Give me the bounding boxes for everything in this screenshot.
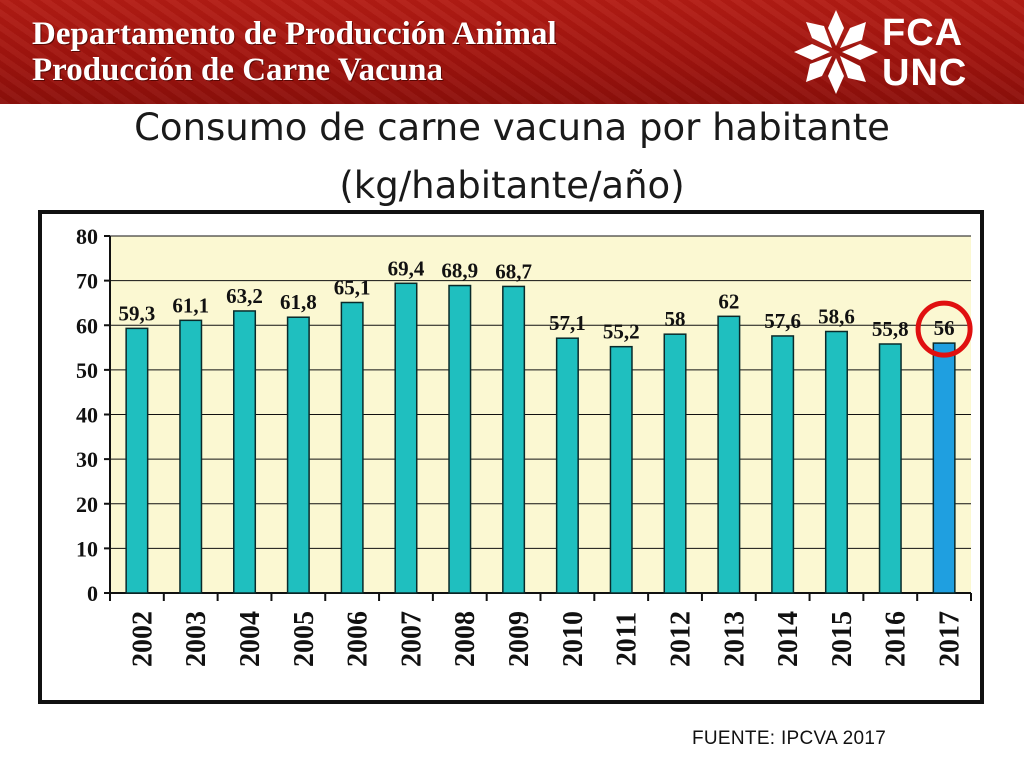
data-label-2013: 62	[718, 289, 739, 313]
bar-2006	[340, 301, 364, 594]
department-title: Departamento de Producción Animal	[32, 16, 557, 52]
bar-2013	[717, 315, 741, 594]
bar-2011	[609, 345, 633, 594]
bar-2004	[233, 310, 257, 594]
y-tick-label: 10	[76, 536, 98, 561]
bar-2016	[878, 343, 902, 594]
category-label-2004: 2004	[235, 611, 266, 667]
y-tick-label: 50	[76, 358, 98, 383]
y-tick-label: 40	[76, 403, 98, 428]
y-tick-label: 0	[87, 581, 98, 606]
category-label-2005: 2005	[289, 611, 320, 667]
category-label-2007: 2007	[396, 611, 427, 667]
data-label-2007: 69,4	[388, 256, 425, 280]
data-label-2017: 56	[934, 316, 955, 340]
category-label-2002: 2002	[127, 611, 158, 667]
bar-2003	[179, 319, 203, 594]
bar-2014	[771, 335, 795, 594]
category-label-2012: 2012	[665, 611, 696, 667]
bar-2012	[663, 333, 687, 594]
bar-2009	[502, 285, 526, 594]
data-label-2010: 57,1	[549, 311, 586, 335]
data-label-2016: 55,8	[872, 317, 909, 341]
data-label-2011: 55,2	[603, 320, 640, 344]
bar-2015	[824, 330, 848, 594]
bar-chart: 0 10 20 30 40 50 60 70 80 59,3 2002 61,1 2003 63,2 200…	[76, 224, 973, 667]
slide-header: Departamento de Producción Animal Produc…	[0, 0, 1024, 104]
bar-2017	[932, 342, 956, 594]
bar-2005	[286, 316, 310, 594]
slide-title-line-2: (kg/habitante/año)	[339, 164, 685, 207]
data-label-2004: 63,2	[226, 284, 263, 308]
slide-title-line-1: Consumo de carne vacuna por habitante	[134, 106, 890, 149]
data-label-2014: 57,6	[764, 309, 801, 333]
category-label-2006: 2006	[343, 611, 374, 667]
data-label-2008: 68,9	[441, 259, 478, 283]
category-label-2003: 2003	[181, 611, 212, 667]
bar-2008	[448, 284, 472, 594]
y-tick-label: 60	[76, 313, 98, 338]
logo-text-fca: FCA	[882, 12, 964, 54]
category-label-2016: 2016	[881, 611, 912, 667]
bar-2007	[394, 282, 418, 594]
category-label-2011: 2011	[612, 612, 643, 666]
data-label-2002: 59,3	[119, 301, 156, 325]
data-label-2015: 58,6	[818, 304, 855, 328]
source-note: FUENTE: IPCVA 2017	[692, 728, 887, 749]
y-tick-label: 80	[76, 224, 98, 249]
highlight-circle	[915, 300, 973, 358]
category-label-2014: 2014	[773, 611, 804, 667]
category-label-2017: 2017	[935, 611, 966, 667]
data-label-2006: 65,1	[334, 275, 371, 299]
data-label-2009: 68,7	[495, 259, 532, 283]
y-tick-label: 20	[76, 492, 98, 517]
chart-frame: 0 10 20 30 40 50 60 70 80 59,3 2002 61,1 2003 63,2 200…	[38, 210, 984, 704]
data-label-2005: 61,8	[280, 290, 317, 314]
category-label-2010: 2010	[558, 611, 589, 667]
bar-2010	[555, 337, 579, 594]
data-label-2012: 58	[665, 307, 686, 331]
y-tick-label: 70	[76, 269, 98, 294]
category-label-2015: 2015	[827, 611, 858, 667]
department-subtitle: Producción de Carne Vacuna	[32, 52, 444, 88]
data-label-2003: 61,1	[172, 293, 209, 317]
logo-text-unc: UNC	[882, 52, 968, 94]
category-label-2009: 2009	[504, 611, 535, 667]
y-tick-label: 30	[76, 447, 98, 472]
category-label-2008: 2008	[450, 611, 481, 667]
category-label-2013: 2013	[719, 611, 750, 667]
fca-logo-icon	[794, 10, 878, 94]
bar-2002	[125, 327, 149, 594]
